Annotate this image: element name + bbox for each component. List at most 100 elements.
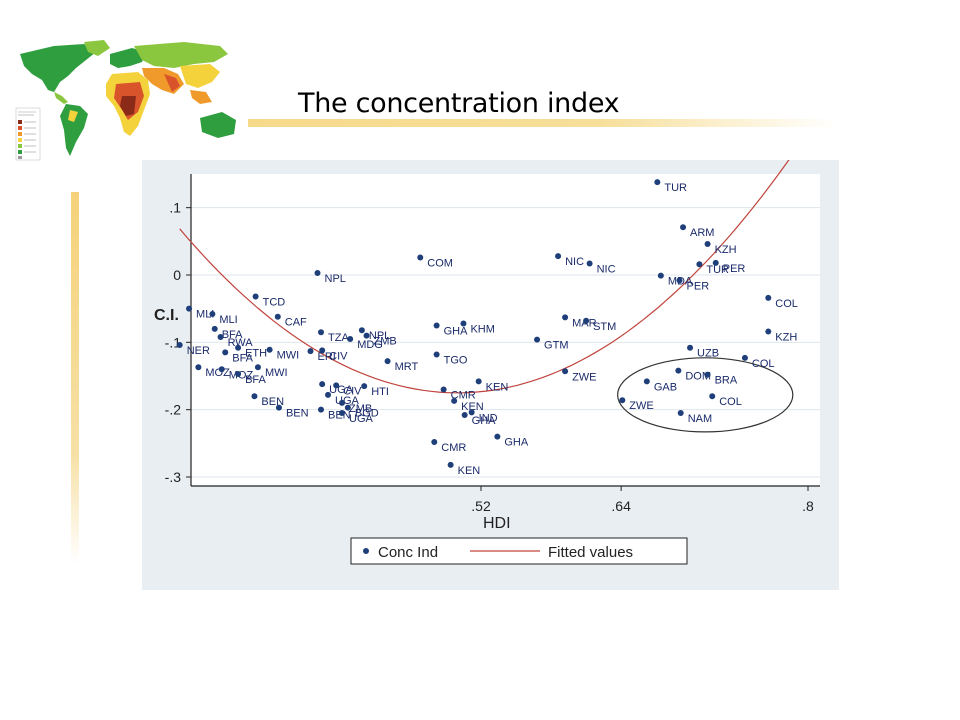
data-point	[318, 329, 325, 336]
data-point-label: NIC	[565, 256, 584, 268]
data-point	[222, 349, 229, 356]
data-point	[555, 253, 562, 260]
data-point-label: TCD	[263, 297, 286, 309]
data-point	[384, 358, 391, 365]
data-point	[765, 328, 772, 335]
data-point-label: ETH	[245, 348, 267, 360]
data-point-label: ZWE	[629, 400, 653, 412]
data-point-label: GHA	[444, 326, 469, 338]
data-point	[318, 406, 325, 413]
data-point	[339, 399, 346, 406]
chart-panel: .1 0 -.1 -.2 -.3 .52.64.8 NER MLI MLI BFA RWA BFA…	[142, 160, 839, 590]
data-point-label: MLI	[219, 314, 237, 326]
data-point	[451, 397, 458, 404]
data-point-label: BRA	[715, 375, 738, 387]
x-axis-title: HDI	[483, 515, 511, 532]
data-point-label: COM	[427, 257, 453, 269]
data-point-label: NIC	[597, 264, 616, 276]
data-point	[217, 333, 224, 340]
data-point-label: KHM	[470, 323, 494, 335]
x-tick-label: .64	[611, 498, 631, 514]
data-point	[433, 322, 440, 329]
data-point	[211, 325, 218, 332]
left-accent-bar	[71, 192, 79, 564]
map-legend	[15, 107, 41, 161]
data-point	[339, 410, 346, 417]
map-south-america	[60, 104, 88, 156]
world-map-thumbnail	[14, 40, 244, 162]
data-point	[319, 347, 326, 354]
data-point-label: CIV	[329, 350, 348, 362]
legend: Conc Ind Fitted values	[350, 537, 688, 565]
y-tick-label: -.2	[165, 402, 182, 418]
x-ticks: .52 .64 .8	[471, 486, 814, 514]
data-point-label: ARM	[690, 227, 714, 239]
data-point	[344, 404, 351, 411]
data-point-label: BGD	[355, 408, 379, 420]
data-point-label: COL	[719, 396, 742, 408]
data-point	[440, 386, 447, 393]
data-point	[687, 344, 694, 351]
data-point-label: KZH	[715, 244, 737, 256]
data-point	[619, 397, 626, 404]
data-point	[447, 461, 454, 468]
data-point	[704, 371, 711, 378]
data-point	[696, 261, 703, 268]
data-point	[218, 366, 225, 373]
data-point-label: MDG	[357, 339, 383, 351]
data-point	[307, 348, 314, 355]
data-point	[583, 317, 590, 324]
data-point-label: COL	[775, 298, 798, 310]
data-point	[677, 410, 684, 417]
data-point-label: GAB	[654, 381, 677, 393]
data-point-label: MOZ	[229, 369, 254, 381]
data-point-label: TUR	[664, 182, 687, 194]
data-point	[252, 293, 259, 300]
data-point	[195, 364, 202, 371]
highlight-ellipse	[617, 357, 794, 433]
data-point-label: KEN	[458, 465, 481, 477]
data-point-label: UZB	[697, 348, 719, 360]
data-point	[275, 404, 282, 411]
data-point-label: MLI	[196, 309, 214, 321]
data-point	[325, 391, 332, 398]
axes	[190, 174, 820, 487]
data-point-label: MRT	[395, 361, 419, 373]
data-point-label: NER	[187, 345, 210, 357]
data-point	[347, 335, 354, 342]
data-point-label: BFA	[245, 374, 266, 386]
data-point-label: CAF	[285, 317, 307, 329]
plot-background	[191, 174, 820, 486]
data-point-label: ERI	[317, 351, 335, 363]
data-point-label: TUR	[706, 264, 729, 276]
fitted-values-line	[179, 160, 790, 394]
y-tick-label: .1	[169, 200, 181, 216]
data-point-label: ZMB	[349, 403, 372, 415]
y-tick-label: 0	[173, 267, 181, 283]
data-point	[534, 336, 541, 343]
data-point-label: NPL	[325, 273, 346, 285]
data-point-label: CIV	[343, 385, 362, 397]
data-point-label: PER	[687, 280, 710, 292]
data-point	[562, 368, 569, 375]
data-point-label: MOZ	[205, 367, 230, 379]
legend-label-conc-ind: Conc Ind	[378, 544, 438, 561]
data-point-label: GHA	[472, 415, 497, 427]
data-point-label: TGO	[444, 354, 468, 366]
data-point	[176, 342, 183, 349]
data-point-label: CMR	[441, 442, 466, 454]
data-point	[433, 351, 440, 358]
data-point-label: KEN	[486, 381, 509, 393]
data-point	[676, 277, 683, 284]
data-point	[712, 259, 719, 266]
data-point-label: BFA	[232, 352, 253, 364]
data-point	[586, 260, 593, 267]
data-point	[654, 179, 661, 186]
data-point	[643, 378, 650, 385]
data-point	[186, 305, 193, 312]
map-asia	[134, 42, 228, 68]
data-point-label: NPL	[369, 330, 390, 342]
data-point	[562, 314, 569, 321]
data-point	[417, 254, 424, 261]
